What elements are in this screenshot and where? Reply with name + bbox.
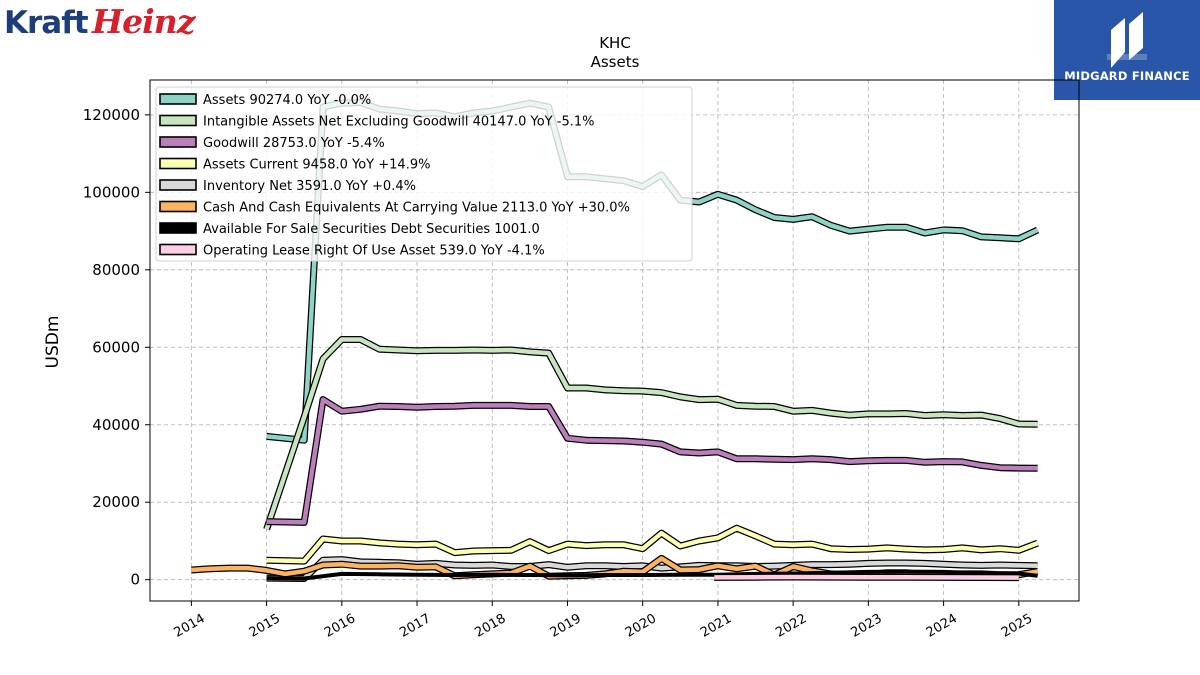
x-tick-label: 2025 [999, 611, 1035, 641]
chart-subtitle: Assets [591, 53, 640, 71]
y-tick-label: 40000 [92, 416, 140, 434]
y-tick-label: 120000 [83, 106, 140, 124]
y-tick-label: 20000 [92, 493, 140, 511]
legend-item-assets_current: Assets Current 9458.0 YoY +14.9% [159, 157, 430, 173]
publisher-badge: MIDGARD FINANCE [1054, 0, 1200, 100]
legend-label-cash: Cash And Cash Equivalents At Carrying Va… [203, 201, 630, 216]
x-tick-label: 2023 [849, 611, 885, 641]
legend-swatch-inventory [159, 179, 197, 191]
series-outline-intangible [263, 336, 1038, 531]
legend-swatch-assets_current [159, 157, 197, 170]
legend-swatch-lease [159, 243, 197, 256]
legend-swatch-cash [159, 200, 197, 213]
series-lease [714, 573, 1019, 582]
x-tick-label: 2020 [623, 611, 659, 641]
x-tick-label: 2024 [924, 611, 960, 641]
y-tick-label: 100000 [83, 183, 140, 201]
legend-label-inventory: Inventory Net 3591.0 YoY +0.4% [203, 179, 416, 194]
chart-title: KHC [599, 34, 631, 52]
legend-swatch-goodwill [159, 136, 197, 148]
x-tick-label: 2016 [322, 611, 358, 641]
x-tick-label: 2018 [472, 611, 508, 641]
brand-logo: Kraft Heinz [4, 2, 204, 42]
legend-label-afs: Available For Sale Securities Debt Secur… [203, 222, 540, 237]
legend-item-inventory: Inventory Net 3591.0 YoY +0.4% [159, 179, 416, 194]
legend-item-lease: Operating Lease Right Of Use Asset 539.0… [159, 243, 545, 259]
series-intangible [263, 336, 1038, 531]
x-tick-label: 2014 [172, 611, 208, 641]
legend-item-cash: Cash And Cash Equivalents At Carrying Va… [159, 200, 630, 216]
legend-label-lease: Operating Lease Right Of Use Asset 539.0… [203, 244, 545, 259]
legend-item-assets: Assets 90274.0 YoY -0.0% [159, 93, 371, 108]
legend-label-goodwill: Goodwill 28753.0 YoY -5.4% [203, 136, 385, 151]
y-tick-label: 0 [130, 571, 140, 589]
legend-item-goodwill: Goodwill 28753.0 YoY -5.4% [159, 136, 385, 151]
brand-logo-part2: Heinz [92, 2, 195, 41]
series-goodwill [266, 396, 1038, 526]
series-line-lease [714, 574, 1019, 580]
brand-logo-part1: Kraft [4, 5, 89, 41]
legend-swatch-assets [159, 93, 197, 105]
legend-label-assets: Assets 90274.0 YoY -0.0% [203, 93, 371, 108]
series-line-intangible [264, 337, 1038, 531]
x-tick-label: 2017 [397, 611, 433, 641]
legend-item-intangible: Intangible Assets Net Excluding Goodwill… [159, 114, 594, 130]
legend-swatch-afs [159, 222, 197, 234]
x-tick-label: 2019 [548, 611, 584, 641]
legend-label-assets_current: Assets Current 9458.0 YoY +14.9% [203, 158, 430, 173]
series-line-afs [266, 569, 1038, 581]
series-line-assets_current [266, 525, 1039, 564]
plot-frame [149, 79, 1080, 602]
series-assets_current [266, 524, 1039, 565]
y-tick-label: 80000 [92, 261, 140, 279]
publisher-logo-icon [1107, 12, 1147, 68]
publisher-name: MIDGARD FINANCE [1064, 69, 1190, 83]
legend: Assets 90274.0 YoY -0.0% Intangible Asset… [155, 86, 693, 262]
y-tick-label: 60000 [92, 338, 140, 356]
x-tick-label: 2022 [773, 611, 809, 641]
series-line-goodwill [266, 397, 1038, 525]
y-axis-label: USDm [43, 316, 63, 369]
legend-item-afs: Available For Sale Securities Debt Secur… [159, 222, 540, 237]
x-tick-label: 2015 [247, 611, 283, 641]
legend-label-intangible: Intangible Assets Net Excluding Goodwill… [203, 115, 594, 130]
x-tick-label: 2021 [698, 611, 734, 641]
series-afs [266, 569, 1038, 581]
legend-swatch-intangible [159, 114, 197, 127]
legend-box [155, 86, 693, 262]
